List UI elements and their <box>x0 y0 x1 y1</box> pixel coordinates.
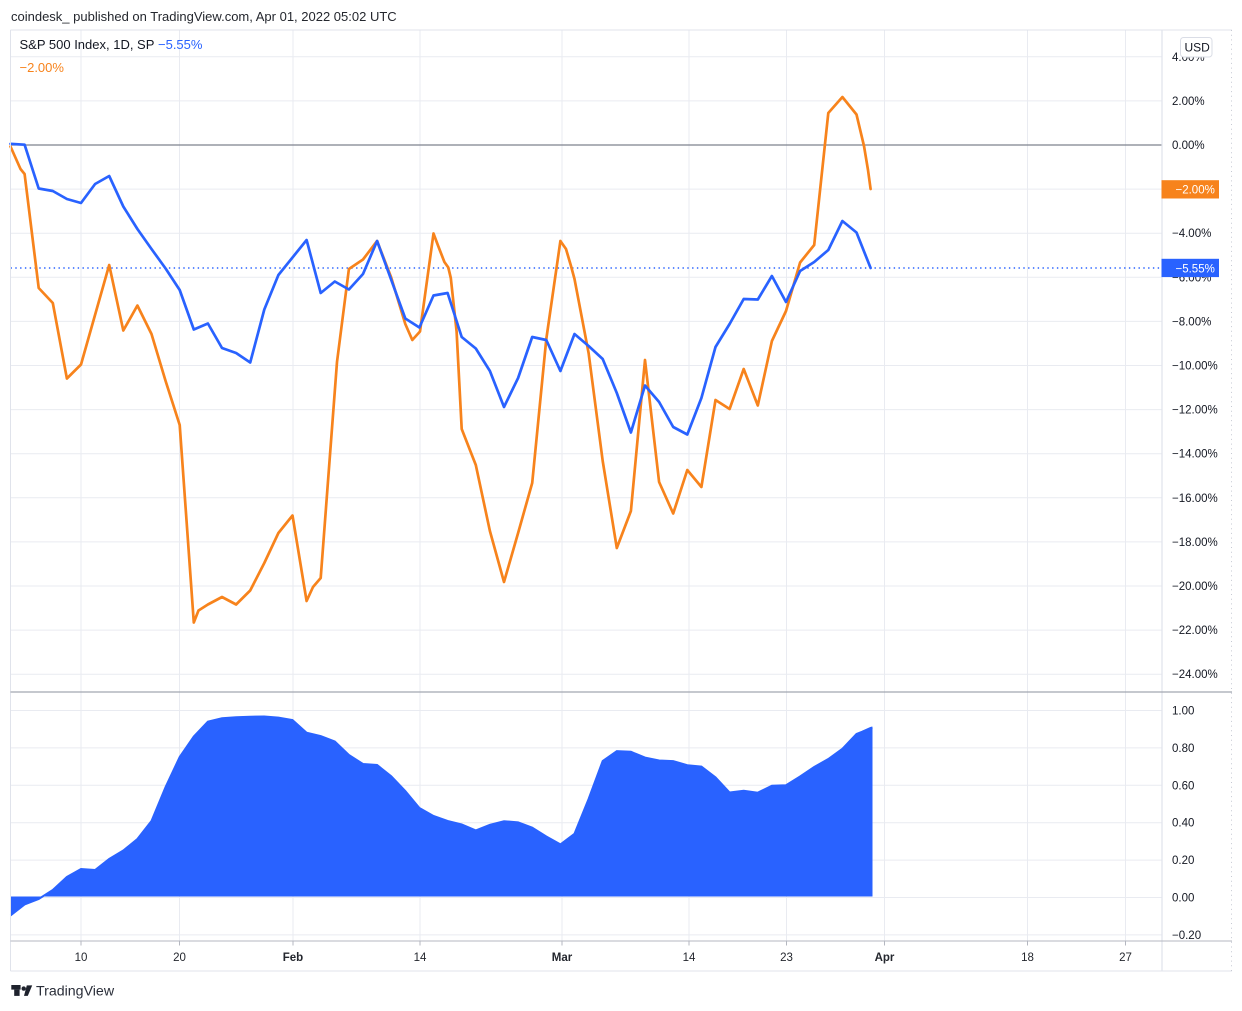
svg-text:TradingView: TradingView <box>36 984 115 1000</box>
svg-text:23: 23 <box>780 952 793 964</box>
svg-text:0.00: 0.00 <box>1172 893 1194 905</box>
svg-text:20: 20 <box>173 952 186 964</box>
svg-text:−10.00%: −10.00% <box>1172 361 1218 373</box>
svg-text:−0.20: −0.20 <box>1172 930 1201 942</box>
svg-text:0.20: 0.20 <box>1172 855 1194 867</box>
svg-text:coindesk_ published on Trading: coindesk_ published on TradingView.com, … <box>11 9 397 24</box>
svg-text:−8.00%: −8.00% <box>1172 316 1211 328</box>
svg-text:10: 10 <box>75 952 88 964</box>
svg-text:1.00: 1.00 <box>1172 706 1194 718</box>
svg-text:Feb: Feb <box>283 952 303 964</box>
svg-text:14: 14 <box>683 952 696 964</box>
svg-text:0.80: 0.80 <box>1172 743 1194 755</box>
svg-text:−16.00%: −16.00% <box>1172 493 1218 505</box>
svg-text:14: 14 <box>414 952 427 964</box>
svg-text:−18.00%: −18.00% <box>1172 537 1218 549</box>
svg-text:Mar: Mar <box>552 952 573 964</box>
svg-text:−5.55%: −5.55% <box>158 37 203 52</box>
svg-text:0.00%: 0.00% <box>1172 140 1205 152</box>
svg-text:−5.55%: −5.55% <box>1176 263 1215 275</box>
svg-text:−24.00%: −24.00% <box>1172 669 1218 681</box>
svg-text:2.00%: 2.00% <box>1172 96 1205 108</box>
svg-text:0.60: 0.60 <box>1172 780 1194 792</box>
svg-text:−20.00%: −20.00% <box>1172 581 1218 593</box>
svg-text:−14.00%: −14.00% <box>1172 449 1218 461</box>
svg-text:−12.00%: −12.00% <box>1172 405 1218 417</box>
svg-text:−2.00%: −2.00% <box>1176 185 1215 197</box>
svg-text:−4.00%: −4.00% <box>1172 228 1211 240</box>
svg-text:0.40: 0.40 <box>1172 818 1194 830</box>
svg-text:S&P 500 Index, 1D, SP: S&P 500 Index, 1D, SP <box>20 37 155 52</box>
svg-text:USD: USD <box>1185 41 1211 55</box>
svg-text:Apr: Apr <box>875 952 895 964</box>
svg-text:27: 27 <box>1119 952 1132 964</box>
svg-text:−22.00%: −22.00% <box>1172 625 1218 637</box>
svg-text:18: 18 <box>1021 952 1034 964</box>
svg-text:−2.00%: −2.00% <box>20 60 65 75</box>
